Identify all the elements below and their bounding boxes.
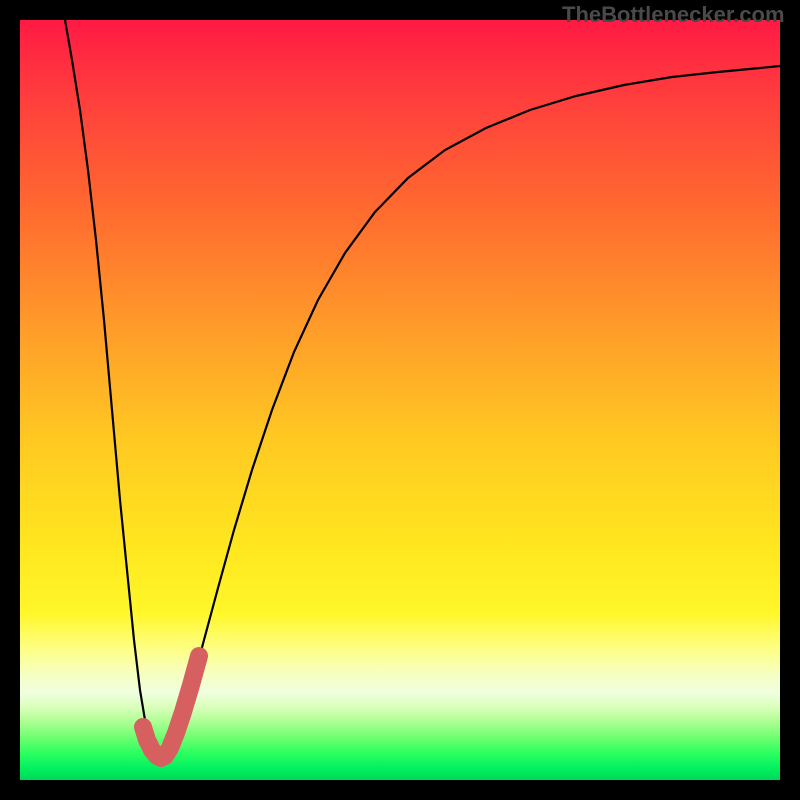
watermark-text: TheBottlenecker.com xyxy=(562,2,785,28)
chart-svg xyxy=(0,0,800,800)
plot-background xyxy=(20,20,780,780)
chart-frame: TheBottlenecker.com xyxy=(0,0,800,800)
